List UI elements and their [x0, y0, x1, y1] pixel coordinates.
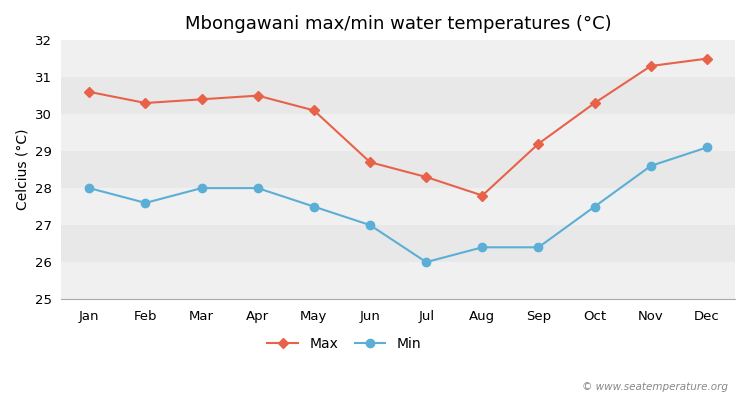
Bar [62, 262, 735, 299]
Max [534, 141, 543, 146]
Max [197, 97, 206, 102]
Min [365, 223, 374, 228]
Max [422, 175, 430, 180]
Bar [62, 77, 735, 114]
Min [478, 245, 487, 250]
Min [197, 186, 206, 190]
Max [141, 101, 150, 106]
Min [646, 164, 656, 168]
Legend: Max, Min: Max, Min [268, 337, 421, 351]
Max [703, 56, 712, 61]
Max [254, 93, 262, 98]
Min [141, 200, 150, 205]
Min [703, 145, 712, 150]
Min [85, 186, 94, 190]
Bar [62, 188, 735, 225]
Max [365, 160, 374, 165]
Min [254, 186, 262, 190]
Max [646, 64, 656, 68]
Max [590, 101, 599, 106]
Y-axis label: Celcius (°C): Celcius (°C) [15, 129, 29, 210]
Max [85, 90, 94, 94]
Line: Max: Max [86, 55, 710, 199]
Max [310, 108, 319, 113]
Bar [62, 151, 735, 188]
Text: © www.seatemperature.org: © www.seatemperature.org [581, 382, 728, 392]
Title: Mbongawani max/min water temperatures (°C): Mbongawani max/min water temperatures (°… [184, 15, 611, 33]
Bar [62, 40, 735, 77]
Max [478, 193, 487, 198]
Bar [62, 114, 735, 151]
Bar [62, 225, 735, 262]
Min [534, 245, 543, 250]
Min [422, 260, 430, 264]
Min [310, 204, 319, 209]
Line: Min: Min [86, 143, 711, 266]
Min [590, 204, 599, 209]
